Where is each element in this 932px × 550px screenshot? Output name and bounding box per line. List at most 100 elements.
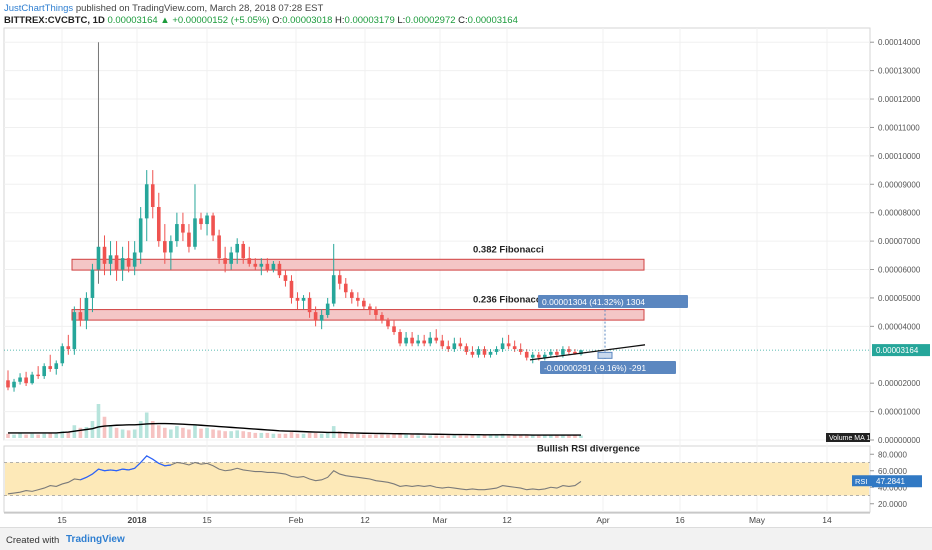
rsi-tick-label: 80.0000 [878,450,907,459]
candle-body [211,215,215,236]
volume-bar [259,432,264,438]
volume-bar [114,427,119,438]
open-value: 0.00003018 [282,15,333,26]
y-tick-label: 0.00011000 [878,123,920,132]
volume-bar [422,435,426,438]
fib-236-label: 0.236 Fibonacci [473,295,544,306]
created-with-text: Created with [6,535,60,546]
author-link[interactable]: JustChartThings [4,3,74,14]
volume-bar [536,435,541,438]
volume-bar [36,434,40,438]
candle-body [331,275,336,304]
volume-bar [132,429,137,438]
volume-bar [524,435,529,438]
volume-bar [543,435,547,438]
candle-body [362,300,366,307]
candle-body [247,258,252,264]
volume-bar [337,431,342,438]
x-tick-label: 12 [502,515,512,525]
volume-bar [386,434,390,438]
candle-body [530,354,535,358]
fib-zone-382 [71,258,645,271]
candle-body [6,380,10,388]
chart-canvas[interactable]: 0.382 Fibonacci 0.236 Fibonacci Volume MA… [0,0,932,527]
candle-body [132,252,137,267]
volume-bar [247,432,252,438]
symbol-label[interactable]: BITTREX:CVCBTC, 1D [4,15,105,26]
volume-bar [96,404,101,438]
footer: Created with TradingView [0,527,932,550]
volume-bar [561,435,565,438]
candle-body [60,346,65,364]
candle-body [573,351,577,355]
rsi-divergence-label: Bullish RSI divergence [537,443,640,454]
candle-body [410,337,414,344]
volume-bar [494,435,499,438]
drawings: 0.00003164 0.00001304 (41.32%) 1304 -0.000… [4,295,930,374]
candle-body [150,184,155,208]
volume-bar [78,427,83,438]
fibonacci-zones: 0.382 Fibonacci 0.236 Fibonacci [71,244,645,321]
x-tick-label: 14 [822,515,832,525]
candle-body [42,366,46,377]
volume-bar [579,435,583,438]
volume-bar [169,429,173,438]
candle-body [380,314,384,321]
measure-down-label: -0.00000291 (-9.16%) -291 [544,363,646,373]
volume-bar [410,434,414,438]
candle-body [549,351,553,355]
last-price-badge [872,344,930,357]
publish-line: JustChartThings published on TradingView… [4,3,323,14]
rsi-name-label: RSI [855,477,868,486]
candle-body [374,309,378,315]
y-tick-label: 0.00012000 [878,95,921,104]
volume-bar [488,435,493,438]
candle-body [126,258,131,267]
candle-body [434,337,439,341]
volume-bar [102,416,107,438]
candle-body [392,326,396,333]
candle-body [18,377,22,382]
candle-body [181,224,185,233]
volume-bar [368,434,372,438]
volume-bar [325,432,330,438]
rsi-overbought-segment [80,455,171,481]
candle-body [271,263,276,270]
y-tick-label: 0.00014000 [878,38,921,47]
candle-body [325,303,330,315]
x-tick-label: Apr [596,515,609,525]
rsi-tick-label: 40.0000 [878,483,907,492]
candle-body [561,349,565,355]
candle-body [144,184,149,219]
candle-body [283,275,288,281]
volume-bar [42,433,46,438]
volume-bar [518,435,523,438]
volume-bar [253,432,258,438]
candle-body [229,252,233,264]
volume-bar [277,433,282,438]
volume-bar [241,431,246,438]
volume-bar [126,430,131,438]
volume-bar [144,412,149,438]
high-label: H: [335,15,345,26]
candle-body [506,343,511,347]
candle-body [446,346,451,350]
candle-body [114,255,119,270]
candle-body [289,280,294,298]
x-tick-label: 16 [675,515,685,525]
candle-body [579,350,583,355]
candle-body [12,381,16,388]
volume-bar [482,435,487,438]
volume-bar [193,424,197,438]
y-tick-label: 0.00004000 [878,322,921,331]
y-tick-label: 0.00007000 [878,237,921,246]
support-trendline [529,344,646,361]
published-text: published on TradingView.com, March 28, … [75,3,324,14]
tradingview-logo[interactable]: TradingView [66,534,125,545]
volume-bar [416,435,420,438]
volume-bar [476,434,481,438]
high-value: 0.00003179 [344,15,395,26]
volume-bar [434,435,439,438]
volume-bar [446,435,451,438]
